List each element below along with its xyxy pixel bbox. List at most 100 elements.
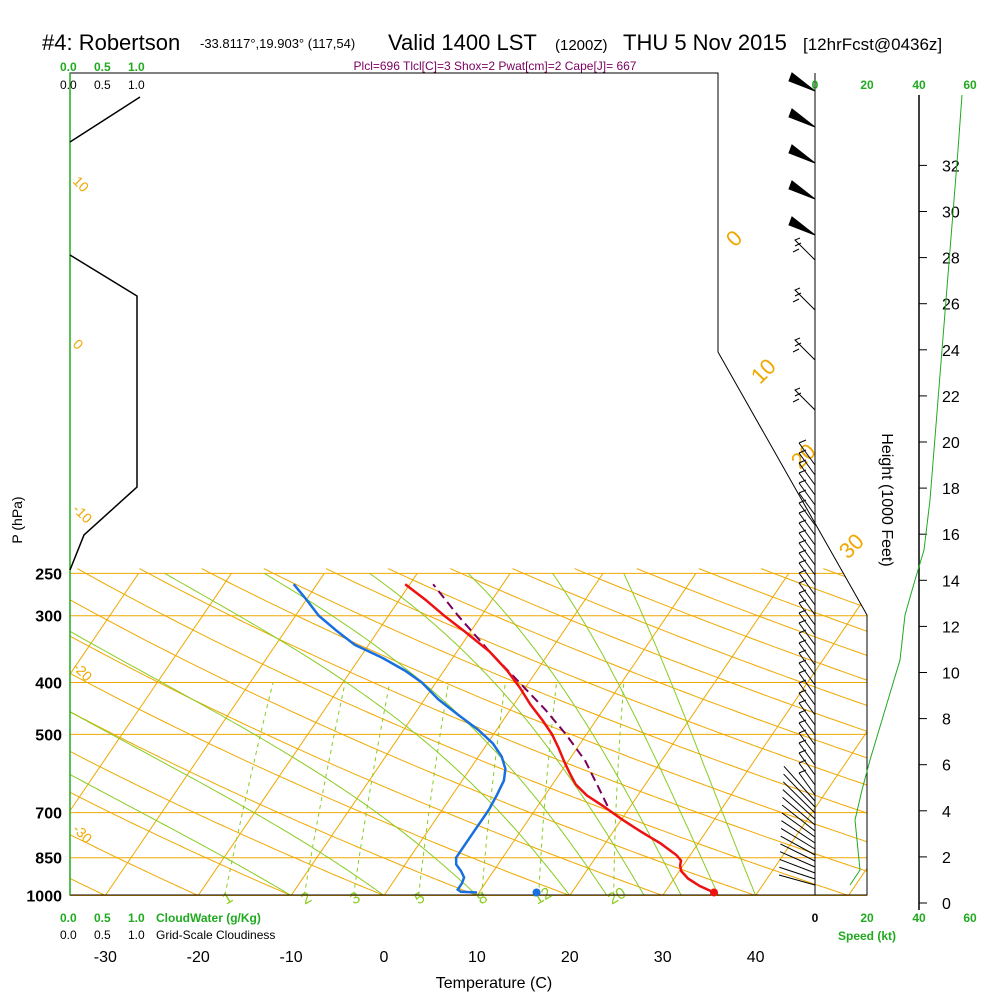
- wind-barb: [798, 592, 816, 616]
- dry-adiabat-110: [450, 568, 867, 895]
- pressure-label-300: 300: [35, 609, 62, 626]
- wind-barb: [779, 859, 816, 874]
- wind-barb: [798, 682, 816, 706]
- height-tick-2: 2: [942, 850, 951, 867]
- valid-zulu: (1200Z): [555, 37, 608, 54]
- cloud-water-label: CloudWater (g/Kg): [156, 911, 261, 925]
- temperature-tick-20: 20: [561, 949, 579, 966]
- cloud-water-top-2: 1.0: [128, 60, 145, 74]
- adiabat-label-2: -10: [70, 501, 96, 527]
- wind-barb: [798, 652, 816, 676]
- speed-tick-bottom-3: 60: [963, 911, 977, 925]
- cloudiness-profile-line: [69, 96, 141, 571]
- mixing-ratio-3: [353, 682, 391, 896]
- speed-tick-top-2: 40: [912, 78, 926, 92]
- wind-barb: [798, 542, 816, 566]
- cloud-water-top-1: 0.5: [94, 60, 111, 74]
- height-tick-8: 8: [942, 712, 951, 729]
- dry-adiabat-60: [139, 568, 867, 895]
- temperature-tick-10: 10: [468, 949, 486, 966]
- pressure-label-250: 250: [35, 566, 62, 583]
- dry-adiabat-100: [387, 568, 867, 895]
- cloudiness-top-0: 0.0: [60, 78, 77, 92]
- wind-barb: [780, 827, 816, 850]
- dry-adiabat-160: [760, 568, 867, 895]
- height-tick-12: 12: [942, 619, 960, 636]
- wind-barb: [798, 732, 816, 756]
- wind-barb: [788, 216, 816, 236]
- moist-adiabat-32: [467, 572, 682, 895]
- adiabat-label-1: 0: [70, 336, 87, 353]
- height-tick-4: 4: [942, 804, 951, 821]
- dry-adiabat-150: [698, 568, 867, 895]
- pressure-label-1000: 1000: [26, 889, 62, 906]
- wind-barb: [782, 796, 816, 826]
- cloud-water-top-0: 0.0: [60, 60, 77, 74]
- wind-barb: [798, 562, 816, 586]
- cloud-water-bottom-1: 0.5: [94, 911, 111, 925]
- wind-barb: [798, 442, 816, 466]
- moist-adiabat-28: [369, 572, 645, 895]
- dry-adiabat-lines: [0, 568, 1000, 896]
- moist-adiabat-lines: [70, 572, 757, 895]
- adiabat-label-4: -30: [70, 821, 96, 847]
- dry-adiabat-190: [948, 569, 1000, 896]
- wind-barb: [781, 820, 816, 844]
- cloud-height-trace: [849, 94, 963, 886]
- wind-barb: [788, 72, 816, 92]
- mixing-ratio-2: [303, 682, 346, 896]
- height-tick-26: 26: [942, 297, 960, 314]
- dry-adiabat-40: [70, 568, 756, 895]
- wind-barb: [798, 512, 816, 536]
- wind-barb: [798, 742, 816, 766]
- isotherm-10: [476, 573, 697, 895]
- wind-barb: [798, 472, 816, 496]
- cloud-panel: 0.0 0.0 0.0 0.0 0.5 0.5 0.5 0.5 1.0 1.0 1.0 1.0 Clou…: [60, 60, 275, 942]
- isotherm-50: [848, 573, 867, 895]
- wind-barb: [798, 552, 816, 576]
- moist-adiabat-20: [164, 572, 571, 895]
- surface-dewpoint-marker: [532, 888, 541, 897]
- height-tick-30: 30: [942, 205, 960, 222]
- height-tick-20: 20: [942, 435, 960, 452]
- stability-indices: Plcl=696 Tlcl[C]=3 Shox=2 Pwat[cm]=2 Cap…: [354, 59, 637, 73]
- moist-adiabat-36: [552, 573, 719, 895]
- temperature-tick-40: 40: [747, 949, 765, 966]
- moist-adiabat-0: [70, 572, 385, 895]
- wind-barb: [798, 762, 816, 786]
- cloudiness-bottom-1: 0.5: [94, 928, 111, 942]
- temperature-tick--10: -10: [280, 949, 303, 966]
- wind-barb: [788, 144, 816, 164]
- dry-adiabat--40: [0, 569, 12, 896]
- wind-barb: [783, 773, 816, 808]
- pressure-label-500: 500: [35, 727, 62, 744]
- valid-time: Valid 1400 LST: [388, 30, 537, 55]
- wind-barb: [798, 712, 816, 736]
- speed-tick-top-0: 0: [812, 78, 819, 92]
- mixing-ratio-label-20: 20: [605, 885, 629, 909]
- wind-barb: [798, 482, 816, 506]
- parcel-profile-line: [432, 583, 609, 807]
- cloudiness-top-2: 1.0: [128, 78, 145, 92]
- pressure-label-700: 700: [35, 806, 62, 823]
- wind-barb: [788, 180, 816, 200]
- temperature-tick--20: -20: [187, 949, 210, 966]
- isotherm--40: [70, 573, 232, 895]
- speed-tick-bottom-1: 20: [860, 911, 874, 925]
- wind-barb: [782, 789, 816, 820]
- cloudiness-label: Grid-Scale Cloudiness: [156, 928, 275, 942]
- cloud-water-bottom-0: 0.0: [60, 911, 77, 925]
- wind-barb: [798, 752, 816, 776]
- height-tick-6: 6: [942, 758, 951, 775]
- temperature-profile-line: [404, 583, 715, 894]
- speed-tick-bottom-0: 0: [812, 911, 819, 925]
- pressure-axis-title: P (hPa): [9, 496, 25, 543]
- dry-adiabat-130: [574, 568, 867, 895]
- dry-adiabat--10: [70, 568, 292, 895]
- station-title: #4: Robertson: [42, 30, 180, 55]
- adiabat-label-0: 10: [70, 173, 92, 195]
- wind-barb: [779, 851, 816, 868]
